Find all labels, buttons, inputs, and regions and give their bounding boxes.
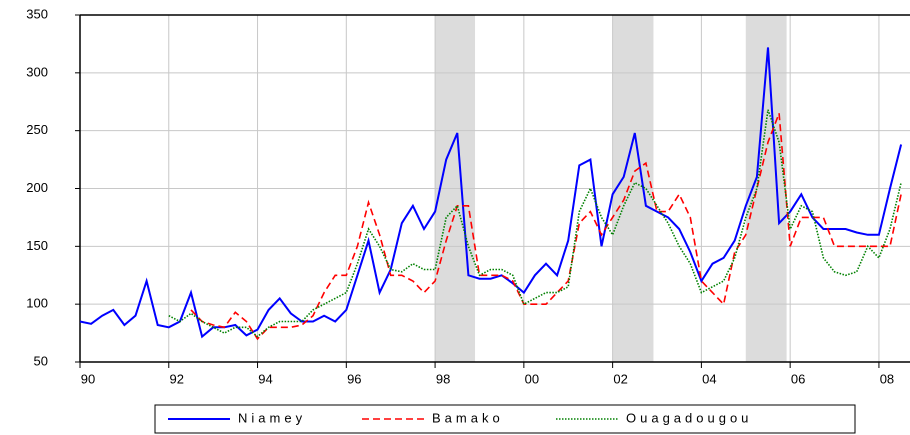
x-tick-label: 08	[880, 371, 894, 386]
legend-label: Niamey	[238, 410, 306, 425]
series-line	[79, 47, 903, 339]
x-tick-label: 04	[702, 371, 716, 386]
x-tick-label: 00	[525, 371, 539, 386]
y-tick-label: 300	[26, 64, 48, 79]
x-tick-label: 98	[436, 371, 450, 386]
y-tick-label: 150	[26, 238, 48, 253]
y-tick-label: 200	[26, 180, 48, 195]
legend-label: Ouagadougou	[626, 410, 752, 425]
x-tick-label: 96	[347, 371, 361, 386]
series-line	[190, 113, 902, 341]
x-tick-label: 02	[613, 371, 627, 386]
x-tick-label: 94	[258, 371, 272, 386]
x-tick-label: 92	[170, 371, 184, 386]
y-tick-label: 250	[26, 122, 48, 137]
x-tick-label: 06	[791, 371, 805, 386]
legend-box	[154, 404, 856, 434]
y-tick-label: 50	[34, 353, 48, 368]
series-line	[168, 109, 902, 338]
legend-label: Bamako	[432, 410, 504, 425]
y-tick-label: 100	[26, 296, 48, 311]
y-tick-label: 350	[26, 6, 48, 21]
x-tick-label: 90	[81, 371, 95, 386]
